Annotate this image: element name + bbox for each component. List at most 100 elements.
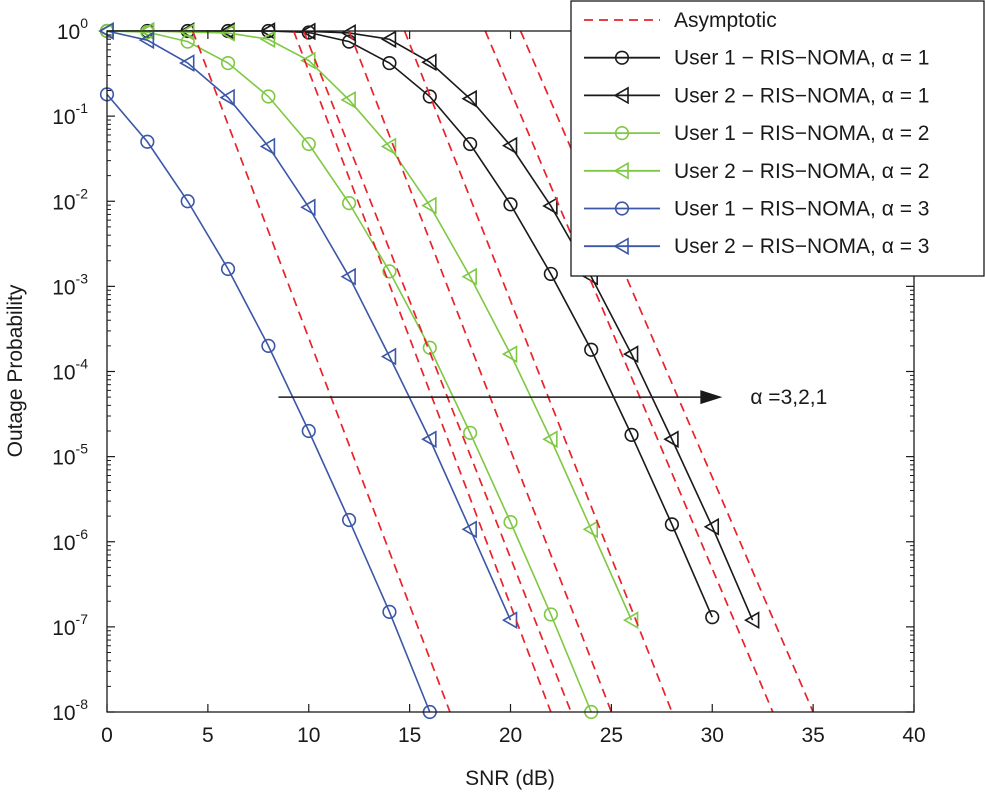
series-11 [403, 30, 673, 713]
data-point-marker [342, 196, 357, 211]
x-tick-label: 25 [600, 724, 623, 747]
data-point-marker [380, 30, 397, 49]
series-line [106, 30, 592, 713]
y-tick-label: 100 [57, 15, 88, 44]
data-point-marker [421, 196, 437, 215]
series-13 [519, 30, 814, 713]
legend-label: User 1 − RIS−NOMA, α = 2 [674, 122, 929, 145]
data-point-marker [301, 136, 316, 152]
data-point-marker [461, 520, 477, 539]
series-3 [99, 23, 599, 720]
data-point-marker [382, 55, 397, 71]
y-tick-base: 10 [52, 276, 75, 299]
data-point-marker [138, 31, 155, 50]
data-point-marker [340, 24, 356, 42]
y-axis-title: Outage Probability [4, 284, 27, 457]
data-point-marker [342, 34, 357, 49]
data-point-marker [140, 134, 155, 149]
data-point-marker [179, 54, 195, 72]
legend-label: User 2 − RIS−NOMA, α = 3 [674, 235, 929, 258]
plot-data-layer [98, 22, 814, 720]
data-point-marker [664, 517, 680, 532]
legend-marker [614, 201, 630, 216]
series-10 [348, 30, 613, 713]
data-point-marker [219, 24, 235, 42]
x-tick-label: 40 [902, 724, 925, 747]
annotation-label: α =3,2,1 [750, 386, 827, 409]
data-point-marker [382, 264, 397, 279]
y-tick-exponent: -4 [76, 356, 89, 372]
x-tick-label: 20 [499, 724, 522, 747]
data-point-marker [380, 347, 397, 366]
asymptote-line [348, 30, 613, 713]
x-tick-label: 10 [297, 724, 320, 747]
data-point-marker [622, 611, 639, 630]
legend-marker [614, 50, 630, 65]
y-tick-base: 10 [52, 702, 75, 725]
y-tick-label: 10-5 [52, 441, 88, 470]
data-point-marker [421, 430, 437, 449]
legend-box [570, 0, 985, 277]
y-tick-exponent: -1 [76, 100, 89, 116]
data-point-marker [180, 194, 195, 209]
data-point-marker [340, 91, 356, 109]
legend-marker [613, 86, 629, 105]
data-point-marker [261, 89, 276, 104]
y-tick-base: 10 [52, 106, 75, 129]
x-tick-label: 0 [101, 724, 113, 747]
legend-marker [613, 237, 629, 256]
y-tick-exponent: -5 [76, 441, 89, 457]
y-tick-base: 10 [57, 21, 80, 44]
data-point-marker [301, 423, 316, 439]
data-point-marker [501, 136, 518, 155]
data-point-marker [340, 267, 356, 286]
data-point-marker [703, 517, 720, 536]
data-point-marker [543, 607, 558, 622]
y-tick-base: 10 [52, 362, 75, 385]
legend-label: User 2 − RIS−NOMA, α = 2 [674, 160, 929, 183]
legend-label: User 1 − RIS−NOMA, α = 1 [674, 47, 929, 70]
y-tick-exponent: 0 [80, 15, 88, 31]
y-tick-base: 10 [52, 447, 75, 470]
data-point-marker [501, 611, 518, 630]
y-tick-label: 10-2 [52, 185, 88, 214]
data-point-marker [220, 261, 236, 277]
series-6 [98, 22, 518, 630]
data-point-marker [461, 89, 477, 108]
data-point-marker [300, 198, 316, 217]
legend-label: User 2 − RIS−NOMA, α = 1 [674, 84, 929, 107]
data-point-marker [663, 430, 679, 449]
data-point-marker [542, 430, 558, 449]
data-point-marker [584, 342, 599, 357]
y-tick-label: 10-3 [52, 270, 88, 299]
y-tick-exponent: -8 [76, 696, 89, 712]
data-point-marker [503, 197, 518, 212]
legend-marker [613, 161, 629, 180]
y-tick-exponent: -3 [76, 270, 89, 286]
data-point-marker [463, 136, 478, 152]
data-point-marker [743, 611, 760, 630]
data-point-marker [422, 89, 437, 104]
data-point-marker [542, 197, 558, 215]
series-line [106, 93, 431, 713]
y-tick-exponent: -6 [76, 526, 89, 542]
data-point-marker [421, 53, 437, 72]
x-tick-label: 15 [398, 724, 421, 747]
series-9 [302, 30, 572, 713]
legend-label: Asymptotic [674, 9, 777, 32]
y-tick-label: 10-8 [52, 696, 88, 725]
series-8 [292, 30, 552, 713]
data-point-marker [259, 30, 276, 49]
x-tick-label: 35 [801, 724, 824, 747]
annotation-arrow-head [700, 390, 723, 405]
data-point-marker [582, 520, 599, 539]
data-point-marker [461, 267, 477, 286]
data-point-marker [261, 338, 276, 353]
series-7 [191, 30, 451, 713]
legend-marker [614, 126, 630, 141]
data-point-marker [380, 137, 397, 156]
alpha-annotation: α =3,2,1 [278, 386, 827, 409]
x-axis-title: SNR (dB) [465, 767, 555, 790]
